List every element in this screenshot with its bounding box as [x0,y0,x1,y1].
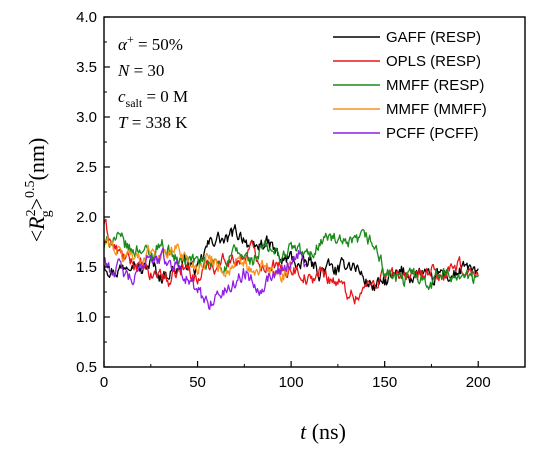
x-tick-label: 0 [100,374,108,391]
legend-label: MMFF (RESP) [386,77,484,94]
y-tick-label: 1.0 [76,309,97,326]
y-tick-label: 3.5 [76,59,97,76]
y-axis: 0.5 1.0 1.5 2.0 2.5 3.0 3.5 4.0 [76,9,110,376]
y-tick-label: 0.5 [76,359,97,376]
x-tick-label: 50 [189,374,206,391]
y-tick-label: 4.0 [76,9,97,26]
x-axis: 0 50 100 150 200 [100,361,491,391]
y-tick-label: 2.5 [76,159,97,176]
series-line [103,218,479,305]
x-axis-label: t (ns) [300,419,346,444]
annotation-block: α+ = 50% N = 30 csalt = 0 M T = 338 K [117,32,188,132]
annotation-alpha: α+ = 50% [118,32,183,54]
legend-label: PCFF (PCFF) [386,125,478,142]
y-tick-label: 2.0 [76,209,97,226]
series-line [103,236,292,283]
legend-label: GAFF (RESP) [386,29,481,46]
series-layer [103,218,479,311]
annotation-temperature: T = 338 K [118,113,188,132]
y-tick-label: 1.5 [76,259,97,276]
y-axis-label: <R2g>0.5(nm) [23,138,54,243]
annotation-n: N = 30 [117,61,164,80]
x-tick-label: 150 [372,374,397,391]
annotation-csalt: csalt = 0 M [118,87,188,110]
legend: GAFF (RESP) OPLS (RESP) MMFF (RESP) MMFF (M… [333,29,487,142]
legend-label: OPLS (RESP) [386,53,481,70]
legend-label: MMFF (MMFF) [386,101,487,118]
x-tick-label: 100 [279,374,304,391]
x-tick-label: 200 [466,374,491,391]
y-tick-label: 3.0 [76,109,97,126]
series-line [103,247,307,311]
